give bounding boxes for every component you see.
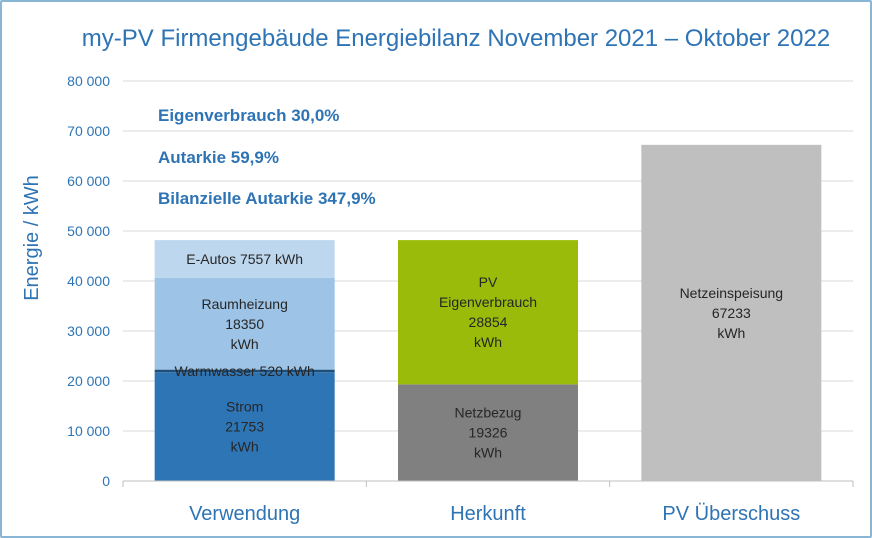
data-label: kWh bbox=[231, 336, 259, 352]
data-label: kWh bbox=[474, 445, 502, 461]
data-label: kWh bbox=[474, 334, 502, 350]
data-label: 67233 bbox=[712, 305, 751, 321]
bar-segment bbox=[154, 240, 335, 278]
annotation: Autarkie 59,9% bbox=[158, 148, 279, 167]
bars: Strom 21753 kWh Warmwasser 520 kWh Raumheizu… bbox=[154, 144, 822, 481]
bar-segment bbox=[398, 240, 578, 385]
annotation: Bilanzielle Autarkie 347,9% bbox=[158, 189, 376, 208]
data-label: kWh bbox=[231, 439, 259, 455]
y-tick-label: 10 000 bbox=[67, 423, 110, 439]
chart-title: my-PV Firmengebäude Energiebilanz Novemb… bbox=[82, 25, 830, 52]
annotation: Eigenverbrauch 30,0% bbox=[158, 106, 339, 125]
y-axis-ticks: 0 10 000 20 000 30 000 40 000 50 000 60 000 70 … bbox=[67, 73, 110, 489]
bar-segment bbox=[154, 369, 335, 373]
x-tick-label: Verwendung bbox=[189, 503, 300, 525]
data-label: Netzbezug bbox=[455, 405, 522, 421]
data-label: Raumheizung bbox=[201, 296, 287, 312]
y-tick-label: 60 000 bbox=[67, 173, 110, 189]
x-axis bbox=[122, 480, 854, 487]
y-tick-label: 40 000 bbox=[67, 273, 110, 289]
data-label: kWh bbox=[717, 325, 745, 341]
data-label: 18350 bbox=[225, 316, 264, 332]
data-label: PV bbox=[479, 274, 498, 290]
y-tick-label: 0 bbox=[102, 473, 110, 489]
bar-segment bbox=[154, 372, 335, 481]
bar-segment bbox=[398, 384, 578, 481]
data-label: 19326 bbox=[469, 425, 508, 441]
y-tick-label: 50 000 bbox=[67, 223, 110, 239]
data-label: Strom bbox=[226, 399, 263, 415]
bar-segment bbox=[154, 277, 335, 370]
y-tick-label: 30 000 bbox=[67, 323, 110, 339]
bar-segment bbox=[641, 144, 822, 481]
data-label: Warmwasser 520 kWh bbox=[175, 363, 315, 379]
data-label: 28854 bbox=[469, 314, 508, 330]
y-tick-label: 20 000 bbox=[67, 373, 110, 389]
x-axis-ticks: Verwendung Herkunft PV Überschuss bbox=[189, 503, 800, 525]
y-tick-label: 80 000 bbox=[67, 73, 110, 89]
data-label: 21753 bbox=[225, 419, 264, 435]
data-label: Eigenverbrauch bbox=[439, 294, 537, 310]
y-tick-label: 70 000 bbox=[67, 123, 110, 139]
data-label: E-Autos 7557 kWh bbox=[186, 251, 303, 267]
annotations: Eigenverbrauch 30,0% Autarkie 59,9% Bilanz… bbox=[158, 106, 376, 208]
y-axis-label: Energie / kWh bbox=[21, 175, 43, 301]
x-tick-label: PV Überschuss bbox=[662, 503, 800, 525]
x-tick-label: Herkunft bbox=[450, 503, 526, 525]
data-label: Netzeinspeisung bbox=[680, 285, 784, 301]
